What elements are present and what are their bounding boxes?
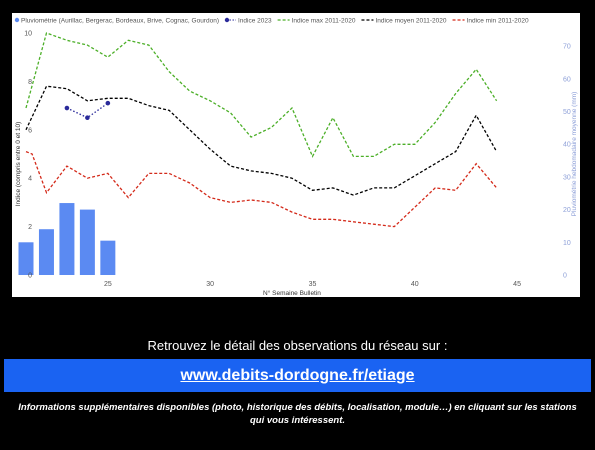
rainfall-bar <box>79 209 95 275</box>
x-tick-label: 35 <box>309 281 317 288</box>
y2-tick-label: 60 <box>563 76 571 83</box>
indice-pluviometrie-chart: Pluviométrie (Aurillac, Bergerac, Bordea… <box>14 17 578 297</box>
info-note: Informations supplémentaires disponibles… <box>18 402 577 426</box>
series-point-indice-2023 <box>105 100 111 106</box>
y-tick-label: 6 <box>28 127 32 134</box>
series-line-indice-max-2011-2020 <box>25 32 498 158</box>
observations-cta-text: Retrouvez le détail des observations du … <box>147 338 448 353</box>
link-banner[interactable]: www.debits-dordogne.fr/etiage <box>4 359 591 392</box>
x-tick-label: 25 <box>104 281 112 288</box>
y2-tick-label: 20 <box>563 207 571 214</box>
y-axis-title: Indice (compris entre 0 et 10) <box>15 122 22 207</box>
legend-label-indice-max-2011-2020: Indice max 2011-2020 <box>292 17 356 24</box>
x-axis-title: N° Semaine Bulletin <box>263 289 321 297</box>
debits-dordogne-link[interactable]: www.debits-dordogne.fr/etiage <box>180 366 415 384</box>
chart-panel: Pluviométrie (Aurillac, Bergerac, Bordea… <box>12 13 580 297</box>
series-line-indice-min-2011-2020 <box>25 150 498 228</box>
rainfall-bar <box>59 203 75 275</box>
legend-label-pluviometrie-aurillac-bergerac-bordeaux-: Pluviométrie (Aurillac, Bergerac, Bordea… <box>21 17 219 24</box>
rainfall-bar <box>18 242 34 275</box>
series-point-indice-2023 <box>64 105 70 111</box>
y2-tick-label: 30 <box>563 174 571 181</box>
y2-tick-label: 10 <box>563 240 571 247</box>
y2-tick-label: 50 <box>563 109 571 116</box>
y-tick-label: 2 <box>28 224 32 231</box>
x-tick-label: 30 <box>206 281 214 288</box>
legend-label-indice-2023: Indice 2023 <box>238 17 272 24</box>
rainfall-bar <box>38 229 54 275</box>
y-tick-label: 8 <box>28 79 32 86</box>
y2-tick-label: 0 <box>563 273 567 280</box>
legend-label-indice-min-2011-2020: Indice min 2011-2020 <box>467 17 529 24</box>
series-line-indice-moyen-2011-2020 <box>25 85 498 196</box>
y-tick-label: 4 <box>28 176 32 183</box>
series-point-indice-2023 <box>85 115 90 120</box>
y2-tick-label: 70 <box>563 44 571 51</box>
y2-tick-label: 40 <box>563 142 571 149</box>
y2-axis-title: Pluviométrie hebdomadaire moyenne (mm) <box>571 92 578 217</box>
y-tick-label: 0 <box>28 273 32 280</box>
legend-marker-pluviometrie-aurillac-bergerac-bordeaux- <box>14 17 20 23</box>
legend-label-indice-moyen-2011-2020: Indice moyen 2011-2020 <box>375 17 446 24</box>
series-line-indice-2023 <box>66 102 109 119</box>
x-tick-label: 40 <box>411 281 419 288</box>
rainfall-bar <box>100 240 116 275</box>
y-tick-label: 10 <box>24 31 32 38</box>
legend-marker-indice-2023 <box>224 17 230 23</box>
x-tick-label: 45 <box>513 281 521 288</box>
